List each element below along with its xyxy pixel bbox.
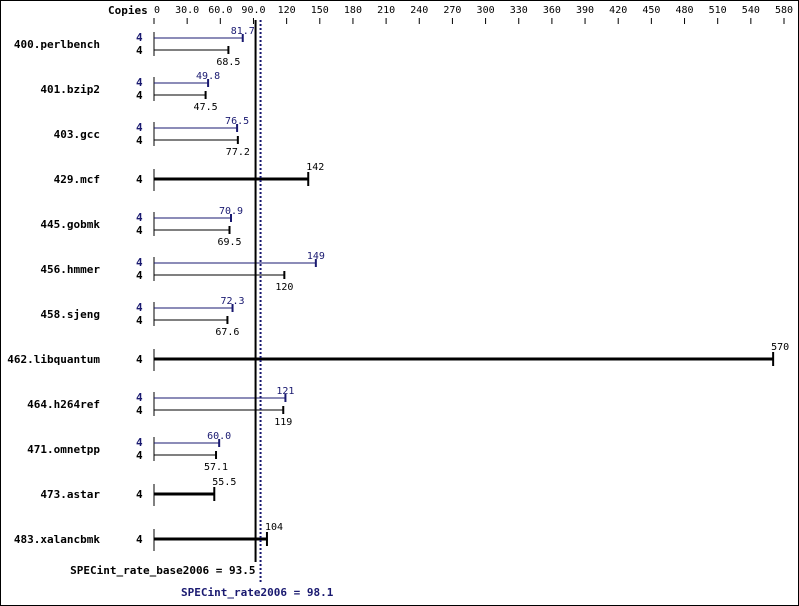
benchmark-label: 403.gcc bbox=[54, 128, 100, 141]
peak-copies-label: 4 bbox=[136, 391, 143, 404]
copies-label: 4 bbox=[136, 533, 143, 546]
peak-copies-label: 4 bbox=[136, 256, 143, 269]
peak-value-label: 76.5 bbox=[225, 116, 249, 127]
x-tick-label: 150 bbox=[311, 5, 329, 16]
base-value-label: 47.5 bbox=[194, 102, 218, 113]
base-copies-label: 4 bbox=[136, 224, 143, 237]
base-copies-label: 4 bbox=[136, 314, 143, 327]
base-copies-label: 4 bbox=[136, 404, 143, 417]
peak-copies-label: 4 bbox=[136, 76, 143, 89]
peak-value-label: 121 bbox=[276, 386, 294, 397]
peak-copies-label: 4 bbox=[136, 121, 143, 134]
x-tick-label: 30.0 bbox=[175, 5, 199, 16]
x-tick-label: 580 bbox=[775, 5, 793, 16]
x-tick-label: 480 bbox=[675, 5, 693, 16]
combined-value-label: 55.5 bbox=[212, 477, 236, 488]
peak-value-label: 149 bbox=[307, 251, 325, 262]
benchmark-label: 456.hmmer bbox=[40, 263, 100, 276]
peak-value-label: 49.8 bbox=[196, 71, 220, 82]
base-copies-label: 4 bbox=[136, 269, 143, 282]
base-copies-label: 4 bbox=[136, 134, 143, 147]
x-tick-label: 390 bbox=[576, 5, 594, 16]
x-tick-label: 60.0 bbox=[208, 5, 232, 16]
benchmark-label: 445.gobmk bbox=[40, 218, 100, 231]
x-tick-label: 210 bbox=[377, 5, 395, 16]
benchmark-label: 464.h264ref bbox=[27, 398, 100, 411]
x-tick-label: 270 bbox=[443, 5, 461, 16]
peak-copies-label: 4 bbox=[136, 211, 143, 224]
x-tick-label: 420 bbox=[609, 5, 627, 16]
base-copies-label: 4 bbox=[136, 89, 143, 102]
peak-copies-label: 4 bbox=[136, 301, 143, 314]
x-tick-label: 360 bbox=[543, 5, 561, 16]
peak-copies-label: 4 bbox=[136, 31, 143, 44]
combined-value-label: 570 bbox=[771, 342, 789, 353]
benchmark-label: 401.bzip2 bbox=[40, 83, 100, 96]
peak-value-label: 81.7 bbox=[231, 26, 255, 37]
x-tick-label: 300 bbox=[477, 5, 495, 16]
benchmark-label: 400.perlbench bbox=[14, 38, 100, 51]
combined-value-label: 142 bbox=[306, 162, 324, 173]
benchmark-label: 483.xalancbmk bbox=[14, 533, 100, 546]
base-value-label: 69.5 bbox=[217, 237, 241, 248]
base-value-label: 68.5 bbox=[216, 57, 240, 68]
peak-summary-label: SPECint_rate2006 = 98.1 bbox=[181, 586, 334, 599]
copies-label: 4 bbox=[136, 353, 143, 366]
base-value-label: 77.2 bbox=[226, 147, 250, 158]
x-tick-label: 540 bbox=[742, 5, 760, 16]
base-copies-label: 4 bbox=[136, 44, 143, 57]
x-tick-label: 510 bbox=[709, 5, 727, 16]
x-tick-label: 90.0 bbox=[241, 5, 265, 16]
x-axis: 0 30.0 60.0 90.0 120 150 180 210 240 270 300 330 360… bbox=[153, 5, 793, 24]
base-summary-label: SPECint_rate_base2006 = 93.5 bbox=[70, 564, 255, 577]
base-copies-label: 4 bbox=[136, 449, 143, 462]
peak-value-label: 70.9 bbox=[219, 206, 243, 217]
copies-label: 4 bbox=[136, 173, 143, 186]
base-value-label: 67.6 bbox=[215, 327, 239, 338]
copies-header: Copies bbox=[108, 4, 148, 17]
summary-lines: SPECint_rate_base2006 = 93.5 SPECint_rate… bbox=[70, 20, 334, 599]
x-tick-label: 240 bbox=[410, 5, 428, 16]
benchmark-label: 462.libquantum bbox=[7, 353, 100, 366]
x-tick-label: 120 bbox=[278, 5, 296, 16]
peak-value-label: 72.3 bbox=[220, 296, 244, 307]
peak-value-label: 60.0 bbox=[207, 431, 231, 442]
benchmark-label: 473.astar bbox=[40, 488, 100, 501]
combined-value-label: 104 bbox=[265, 522, 283, 533]
benchmark-label: 471.omnetpp bbox=[27, 443, 100, 456]
peak-copies-label: 4 bbox=[136, 436, 143, 449]
benchmark-label: 458.sjeng bbox=[40, 308, 100, 321]
x-tick-label: 450 bbox=[642, 5, 660, 16]
benchmark-label: 429.mcf bbox=[54, 173, 100, 186]
x-tick-label: 0 bbox=[154, 5, 160, 16]
x-tick-label: 180 bbox=[344, 5, 362, 16]
base-value-label: 119 bbox=[274, 417, 292, 428]
chart-marks: 400.perlbench4481.768.5401.bzip24449.847… bbox=[7, 26, 789, 551]
base-value-label: 57.1 bbox=[204, 462, 228, 473]
base-value-label: 120 bbox=[275, 282, 293, 293]
copies-label: 4 bbox=[136, 488, 143, 501]
x-tick-label: 330 bbox=[510, 5, 528, 16]
